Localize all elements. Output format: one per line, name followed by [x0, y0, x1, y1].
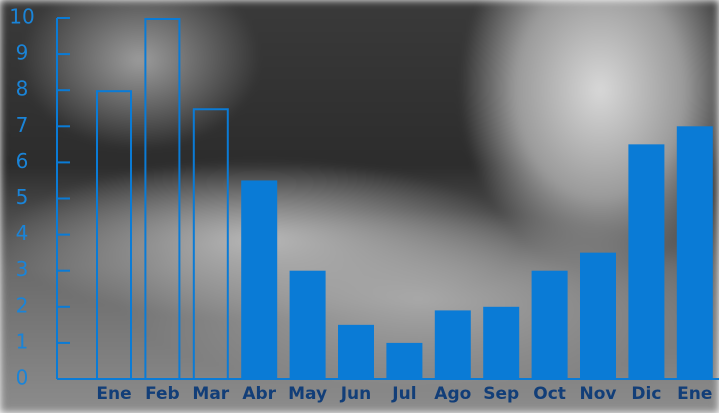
- bar: [483, 307, 519, 379]
- y-tick-label: 10: [9, 5, 34, 29]
- x-tick-label: Nov: [580, 384, 617, 404]
- bar: [145, 19, 179, 379]
- x-tick-label: Jun: [340, 384, 372, 404]
- y-tick-label: 7: [16, 113, 29, 137]
- page: {"chart_data": {"type": "bar", "categori…: [0, 0, 719, 413]
- x-tick-label: Mar: [192, 384, 229, 404]
- x-tick-label: Ene: [96, 384, 131, 404]
- x-tick-label: Oct: [533, 384, 566, 404]
- bar: [580, 253, 616, 379]
- x-tick-label: May: [288, 384, 327, 404]
- bar: [194, 109, 228, 379]
- y-tick-label: 0: [16, 366, 29, 390]
- bar: [290, 271, 326, 379]
- x-tick-label: Abr: [242, 384, 276, 404]
- y-tick-label: 4: [16, 221, 29, 245]
- x-tick-label: Dic: [631, 384, 661, 404]
- x-tick-label: Ene: [677, 384, 712, 404]
- y-tick-label: 8: [16, 77, 29, 101]
- y-tick-label: 9: [16, 41, 29, 65]
- bar: [677, 126, 713, 379]
- y-tick-label: 1: [16, 329, 29, 353]
- y-tick-label: 2: [16, 293, 29, 317]
- x-tick-label: Jul: [391, 384, 416, 404]
- y-tick-label: 3: [16, 257, 29, 281]
- y-tick-label: 5: [16, 185, 29, 209]
- bar: [241, 180, 277, 379]
- bar: [628, 144, 664, 379]
- bar: [338, 325, 374, 379]
- x-tick-label: Ago: [434, 384, 471, 404]
- bar: [532, 271, 568, 379]
- chart: 0 1 2 3 4 5 6 7 8 9 10 Ene Feb Mar Abr May Jun Jul Ago Sep O…: [0, 0, 719, 413]
- y-tick-label: 6: [16, 149, 29, 173]
- x-tick-label: Feb: [145, 384, 180, 404]
- x-tick-label: Sep: [483, 384, 519, 404]
- bar: [435, 310, 471, 379]
- bar: [97, 91, 131, 379]
- bar: [386, 343, 422, 379]
